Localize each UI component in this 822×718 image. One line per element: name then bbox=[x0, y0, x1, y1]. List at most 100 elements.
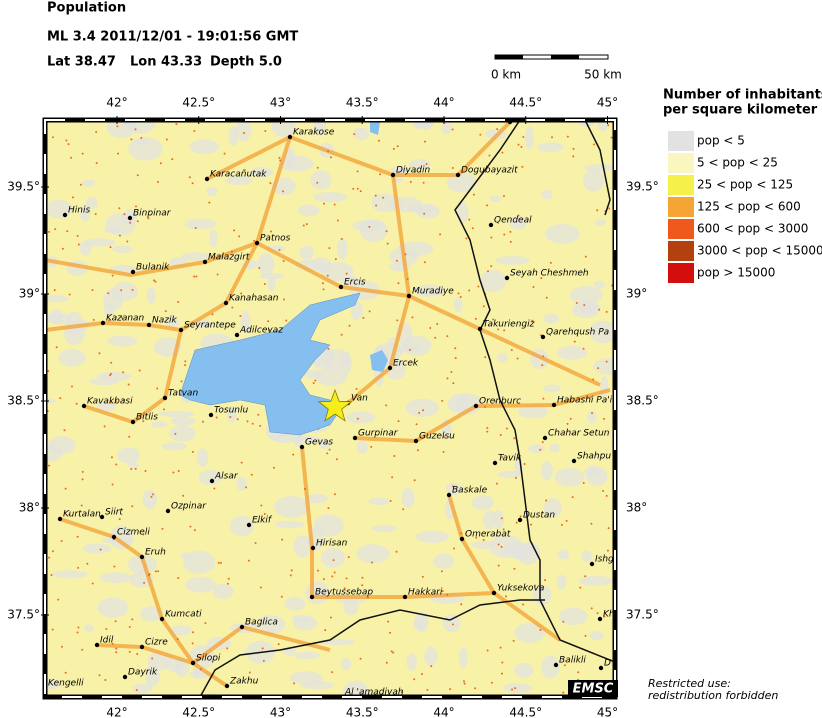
legend-swatch bbox=[668, 219, 694, 239]
lake bbox=[370, 350, 388, 372]
city-label: Baskale bbox=[452, 486, 488, 496]
city-dot bbox=[224, 683, 230, 689]
settlement bbox=[111, 274, 114, 277]
city-label: Eruh bbox=[145, 548, 166, 558]
sparse-area bbox=[593, 280, 605, 290]
sparse-area bbox=[343, 598, 359, 616]
settlement bbox=[436, 322, 439, 325]
city-dot bbox=[190, 660, 196, 666]
scale-start: 0 km bbox=[491, 68, 521, 82]
settlement bbox=[474, 687, 477, 690]
settlement bbox=[144, 469, 147, 472]
settlement bbox=[392, 651, 395, 654]
city-dot bbox=[598, 665, 604, 671]
sparse-area bbox=[479, 269, 507, 293]
settlement bbox=[114, 620, 117, 623]
settlement bbox=[199, 668, 202, 671]
city-label: Qarehqush Pa bbox=[546, 328, 609, 338]
settlement bbox=[451, 485, 454, 488]
settlement bbox=[393, 455, 396, 458]
settlement bbox=[177, 577, 180, 580]
settlement bbox=[511, 688, 514, 691]
city-label: Silopi bbox=[196, 654, 221, 664]
settlement bbox=[490, 265, 493, 268]
lat-tick-label: 37.5° bbox=[7, 608, 40, 622]
sparse-area bbox=[117, 447, 141, 464]
settlement bbox=[563, 664, 566, 667]
settlement bbox=[233, 229, 236, 232]
settlement bbox=[520, 145, 523, 148]
settlement bbox=[329, 156, 332, 159]
sparse-area bbox=[146, 287, 156, 304]
settlement bbox=[345, 272, 348, 275]
settlement bbox=[98, 674, 101, 677]
settlement bbox=[316, 181, 319, 184]
settlement bbox=[356, 417, 359, 420]
settlement bbox=[605, 310, 608, 313]
settlement bbox=[590, 395, 593, 398]
settlement bbox=[356, 170, 359, 173]
city-dot bbox=[159, 616, 165, 622]
settlement bbox=[110, 456, 113, 459]
city-label: Nazik bbox=[152, 316, 177, 326]
settlement bbox=[211, 313, 214, 316]
settlement bbox=[257, 413, 260, 416]
settlement bbox=[99, 548, 102, 551]
settlement bbox=[592, 378, 595, 381]
settlement bbox=[462, 680, 465, 683]
settlement bbox=[323, 202, 326, 205]
city-dot bbox=[204, 176, 210, 182]
settlement bbox=[397, 282, 400, 285]
settlement bbox=[223, 152, 226, 155]
city-label: Dayrik bbox=[128, 668, 158, 678]
settlement bbox=[486, 649, 489, 652]
sparse-area bbox=[314, 366, 348, 386]
sparse-area bbox=[112, 245, 133, 253]
settlement bbox=[416, 449, 419, 452]
settlement bbox=[240, 292, 243, 295]
settlement bbox=[597, 367, 600, 370]
settlement bbox=[227, 577, 230, 580]
frame bbox=[44, 119, 616, 698]
sparse-area bbox=[587, 410, 597, 424]
settlement bbox=[77, 243, 80, 246]
settlement bbox=[471, 227, 474, 230]
city-label: Ishge bbox=[595, 555, 620, 565]
sparse-area bbox=[592, 358, 615, 375]
settlement bbox=[463, 682, 466, 685]
settlement bbox=[268, 328, 271, 331]
settlement bbox=[429, 326, 432, 329]
settlement bbox=[261, 647, 264, 650]
settlement bbox=[331, 575, 334, 578]
sparse-area bbox=[320, 547, 346, 568]
settlement bbox=[258, 267, 261, 270]
settlement bbox=[136, 653, 139, 656]
settlement bbox=[219, 561, 222, 564]
settlement bbox=[120, 289, 123, 292]
settlement bbox=[154, 280, 157, 283]
settlement bbox=[91, 289, 94, 292]
settlement bbox=[377, 139, 380, 142]
settlement bbox=[251, 422, 254, 425]
city-label: Balikli bbox=[559, 656, 586, 666]
settlement bbox=[452, 623, 455, 626]
settlement bbox=[503, 233, 506, 236]
settlement bbox=[263, 513, 266, 516]
sparse-area bbox=[256, 615, 286, 634]
legend-label: 3000 < pop < 15000 bbox=[697, 244, 822, 258]
settlement bbox=[109, 372, 112, 375]
settlement bbox=[175, 123, 178, 126]
legend-label: 125 < pop < 600 bbox=[697, 200, 801, 214]
settlement bbox=[472, 193, 475, 196]
settlement bbox=[81, 152, 84, 155]
city-dot bbox=[208, 412, 214, 418]
settlement bbox=[109, 246, 112, 249]
sparse-area bbox=[558, 607, 588, 626]
sparse-area bbox=[320, 639, 356, 646]
sparse-area bbox=[391, 165, 411, 174]
sparse-area bbox=[424, 646, 438, 667]
settlement bbox=[413, 479, 416, 482]
sparse-area bbox=[582, 169, 605, 192]
city-label: Kh bbox=[603, 610, 615, 620]
city-dot bbox=[178, 327, 184, 333]
